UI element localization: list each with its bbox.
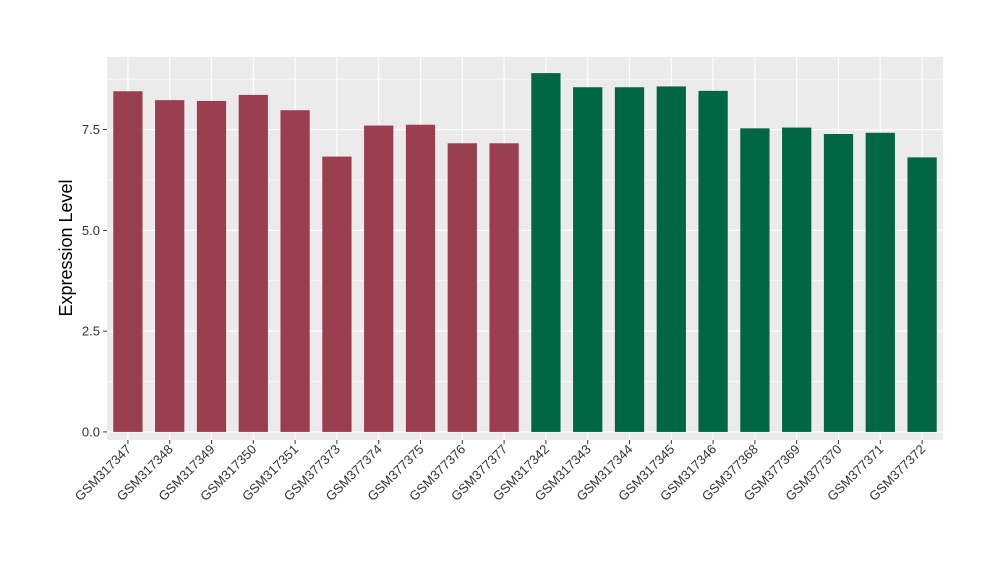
bar-GSM377372 [907, 157, 937, 432]
bar-GSM377373 [322, 156, 352, 432]
bar-GSM377368 [740, 128, 770, 432]
plot-panel [107, 57, 943, 440]
bar-GSM317345 [656, 86, 686, 432]
bar-GSM317343 [573, 87, 603, 432]
bar-GSM317346 [698, 90, 728, 432]
bar-GSM377377 [489, 143, 519, 432]
y-tick-label: 5.0 [82, 223, 100, 238]
x-axis: GSM317347GSM317348GSM317349GSM317350GSM3… [72, 440, 928, 504]
bar-GSM377374 [364, 125, 394, 432]
bar-GSM317349 [196, 100, 227, 432]
bar-GSM317342 [531, 73, 561, 432]
bar-GSM377371 [865, 132, 895, 432]
bar-GSM317347 [113, 91, 143, 432]
bar-GSM377376 [447, 143, 477, 432]
bar-GSM377369 [782, 127, 812, 432]
y-tick-label: 0.0 [82, 424, 100, 439]
y-tick-label: 7.5 [82, 122, 100, 137]
bar-GSM317350 [238, 94, 268, 432]
bar-GSM377375 [405, 124, 436, 432]
y-axis-title: Expression Level [56, 179, 76, 316]
y-axis: 0.0 2.5 5.0 7.5 [82, 122, 107, 439]
bar-GSM317344 [614, 87, 645, 432]
bar-GSM317348 [155, 100, 185, 432]
bar-GSM317351 [280, 110, 310, 432]
bar-GSM377370 [823, 134, 854, 432]
y-tick-label: 2.5 [82, 324, 100, 339]
bars [113, 73, 937, 432]
